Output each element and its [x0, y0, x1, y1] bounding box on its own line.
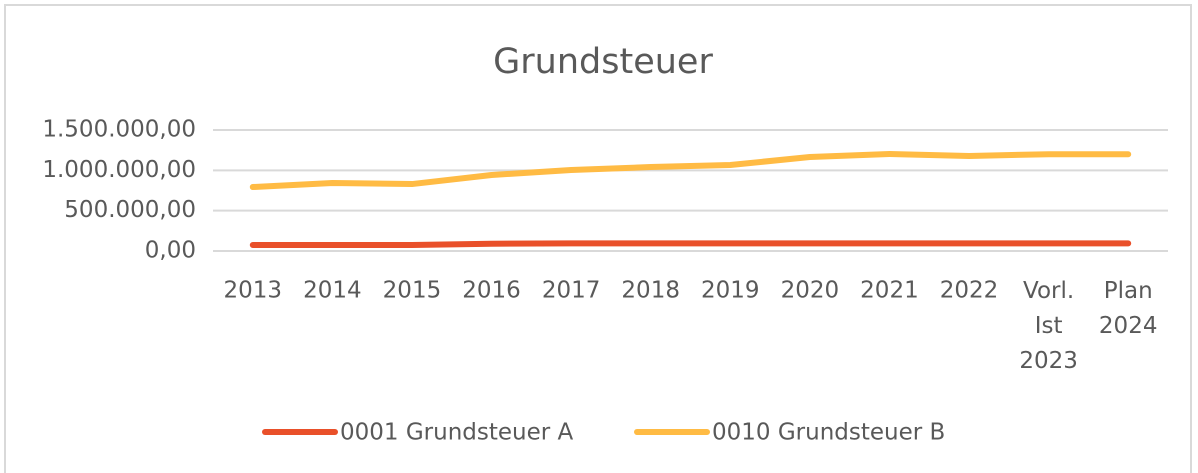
y-tick-label: 500.000,00: [64, 197, 196, 223]
series-line: [249, 240, 1132, 248]
x-tick-label: 2016: [462, 278, 521, 304]
x-tick-label: 2021: [860, 278, 919, 304]
chart-frame: [4, 4, 1192, 473]
x-tick-label: 2018: [621, 278, 680, 304]
series-line: [249, 151, 1132, 191]
x-tick-label: Plan 2024: [1099, 278, 1158, 339]
x-tick-label: 2014: [303, 278, 362, 304]
x-tick-label: 2015: [383, 278, 442, 304]
chart-title: Grundsteuer: [493, 42, 713, 82]
x-tick-line: 2023: [1019, 348, 1078, 374]
x-tick-label: 2019: [701, 278, 760, 304]
x-tick-label: 2020: [781, 278, 840, 304]
x-tick-label: 2013: [224, 278, 283, 304]
x-tick-line: 2024: [1099, 313, 1158, 339]
x-tick-label: Vorl. Ist 2023: [1019, 278, 1078, 374]
legend-label: 0010 Grundsteuer B: [712, 420, 945, 446]
x-tick-line: Ist: [1035, 313, 1063, 339]
x-tick-label: 2017: [542, 278, 601, 304]
y-tick-label: 1.500.000,00: [42, 117, 196, 143]
x-tick-line: Plan: [1104, 278, 1153, 304]
legend-label: 0001 Grundsteuer A: [340, 420, 574, 446]
y-tick-label: 1.000.000,00: [42, 157, 196, 183]
y-tick-label: 0,00: [145, 238, 196, 264]
x-tick-label: 2022: [940, 278, 999, 304]
x-tick-line: Vorl.: [1023, 278, 1074, 304]
